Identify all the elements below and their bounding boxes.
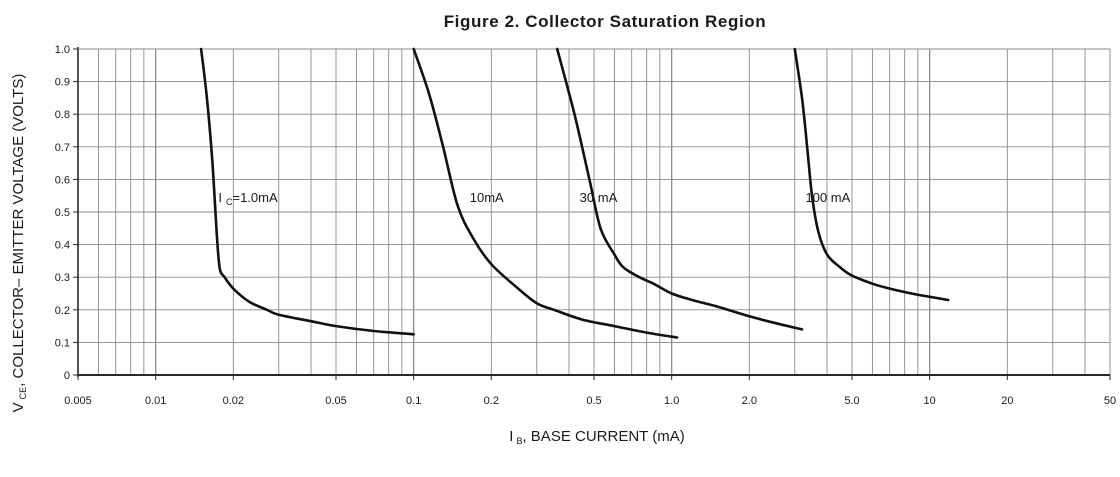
x-tick-label: 0.1: [406, 395, 421, 407]
x-tick-label: 0.02: [223, 395, 244, 407]
x-tick-label: 0.05: [325, 395, 346, 407]
x-axis-label: I B, BASE CURRENT (mA): [509, 428, 684, 446]
series-line-1: [199, 47, 415, 336]
x-tick-label: 5.0: [844, 395, 859, 407]
y-tick-label: 0.3: [55, 272, 70, 284]
y-tick-label: 0.2: [55, 305, 70, 317]
series-label-3: 30 mA: [580, 190, 618, 205]
series-line-2: [412, 47, 679, 339]
y-tick-label: 0.7: [55, 142, 70, 154]
x-tick-label: 10: [924, 395, 936, 407]
series-label-2: 10mA: [470, 190, 504, 205]
series-label-1: I C=1.0mA: [218, 190, 278, 207]
series-line-4: [793, 47, 950, 302]
x-tick-label: 20: [1001, 395, 1013, 407]
y-tick-label: 1.0: [55, 44, 70, 56]
x-tick-label: 0.5: [586, 395, 601, 407]
y-tick-label: 0.8: [55, 109, 70, 121]
y-tick-label: 0.9: [55, 77, 70, 89]
chart-title: Figure 2. Collector Saturation Region: [444, 12, 767, 31]
x-tick-label: 0.2: [484, 395, 499, 407]
y-tick-label: 0.1: [55, 337, 70, 349]
x-tick-label: 0.005: [64, 395, 92, 407]
y-tick-label: 0.6: [55, 174, 70, 186]
axes: 0 0.1 0.2 0.3 0.4 0.5 0.6 0.7 0.8 0.9 1.0 0.005 0.01…: [55, 44, 1116, 407]
y-tick-label: 0.5: [55, 207, 70, 219]
curve-labels: I C=1.0mA 10mA 30 mA 100 mA: [218, 190, 850, 207]
series-group: [199, 47, 950, 339]
x-tick-label: 0.01: [145, 395, 166, 407]
x-tick-label: 2.0: [742, 395, 757, 407]
grid: [77, 48, 1111, 376]
series-label-4: 100 mA: [805, 190, 850, 205]
x-tick-label: 50: [1104, 395, 1116, 407]
y-tick-label: 0.4: [55, 240, 70, 252]
y-tick-label: 0: [64, 370, 70, 382]
x-tick-label: 1.0: [664, 395, 679, 407]
series-line-3: [555, 47, 804, 331]
y-axis-label: VCE, COLLECTOR– EMITTER VOLTAGE (VOLTS): [10, 74, 28, 413]
